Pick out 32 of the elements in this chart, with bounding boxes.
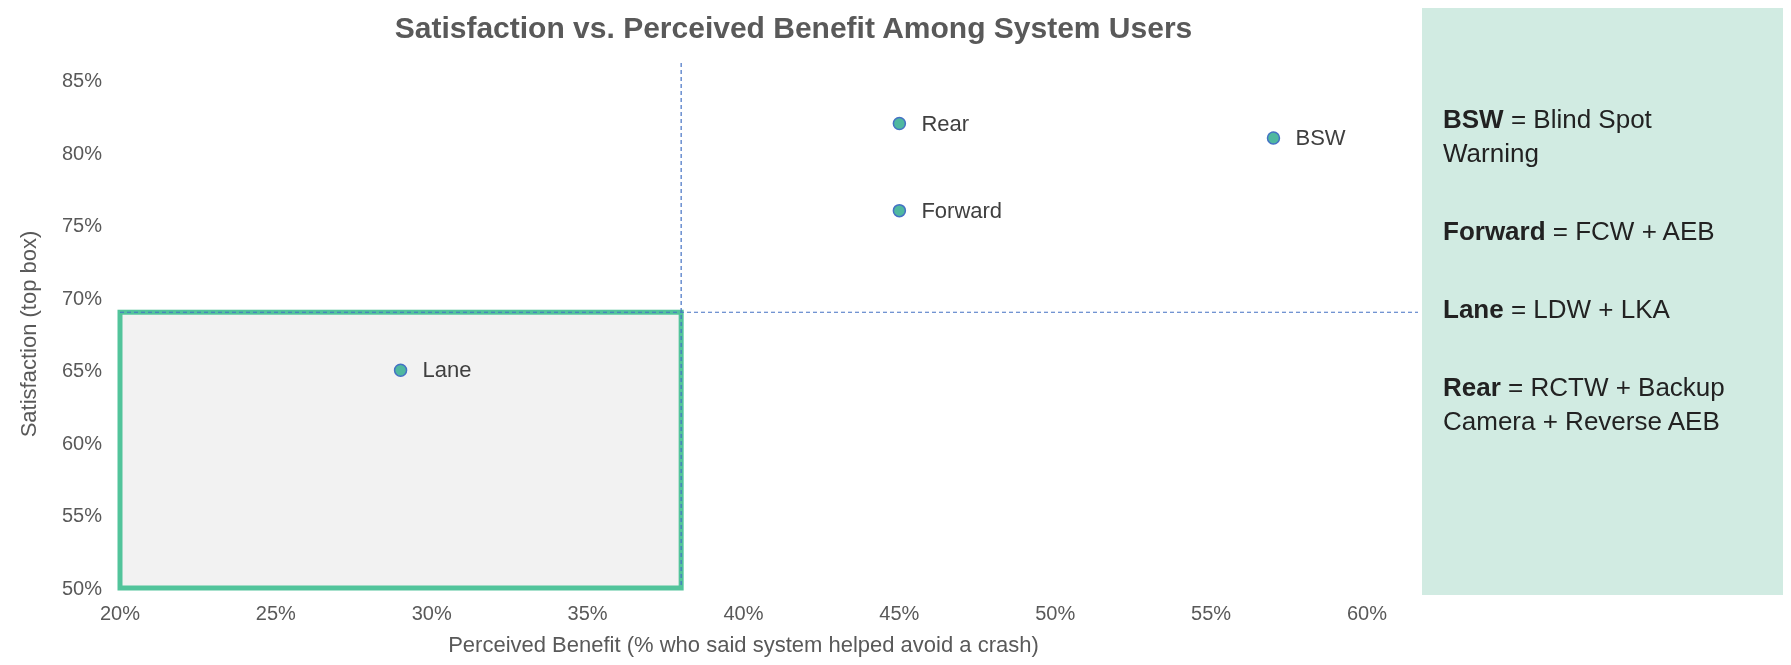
x-tick-label: 60% — [1346, 602, 1388, 624]
chart-title: Satisfaction vs. Perceived Benefit Among System Users — [394, 11, 1193, 44]
point — [1266, 131, 1281, 145]
x-tick-label: 45% — [879, 602, 920, 624]
annotation: Rear — [921, 110, 970, 136]
y-tick-label: 65% — [61, 359, 103, 382]
point — [393, 363, 408, 378]
x-tick-label: 20% — [99, 602, 141, 624]
y-tick-label: 80% — [61, 141, 103, 164]
x-tick-label: 30% — [411, 602, 452, 624]
annotation: Forward — [921, 197, 1003, 223]
point — [892, 203, 907, 218]
y-tick-label: 50% — [61, 577, 103, 599]
y-tick-label: 55% — [61, 504, 103, 527]
annotation: Lane — [422, 357, 472, 383]
x-tick-label: 35% — [567, 602, 608, 624]
y-tick-label: 85% — [61, 69, 103, 91]
text: BSW = Blind Spot Warning — [1443, 104, 1653, 168]
y-tick-label: 75% — [61, 214, 103, 237]
y-tick-label: 70% — [61, 286, 103, 309]
x-tick-label: 50% — [1035, 602, 1076, 624]
x-tick-label: 25% — [255, 602, 297, 624]
text: Lane = LDW + LKA — [1443, 294, 1671, 324]
annotation: BSW — [1295, 125, 1346, 151]
point — [892, 116, 907, 131]
x-tick-label: 40% — [723, 602, 764, 624]
y-tick-label: 60% — [61, 431, 103, 454]
x-axis-title: Perceived Benefit (% who said system helped avoid a crash) — [448, 632, 1039, 657]
text: Forward = FCW + AEB — [1443, 216, 1715, 246]
y-axis-title: Satisfaction (top box) — [16, 230, 41, 438]
text: Rear = RCTW + Backup Camera + Reverse AEB — [1443, 372, 1725, 436]
x-tick-label: 55% — [1191, 602, 1232, 624]
